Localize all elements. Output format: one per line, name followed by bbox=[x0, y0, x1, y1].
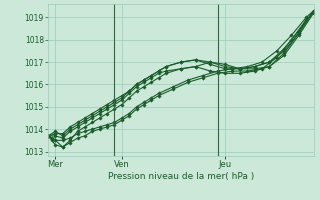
X-axis label: Pression niveau de la mer( hPa ): Pression niveau de la mer( hPa ) bbox=[108, 172, 254, 181]
